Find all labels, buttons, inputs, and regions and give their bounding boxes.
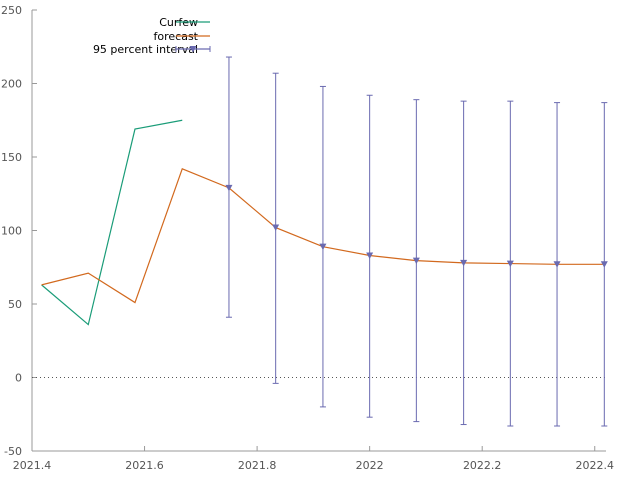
interval-point-marker [553, 261, 561, 268]
y-tick-label: 250 [1, 4, 22, 17]
interval-point-marker [506, 260, 514, 268]
x-tick-label: 2022.4 [575, 459, 614, 472]
y-tick-label: -50 [4, 445, 22, 458]
y-tick-label: 0 [15, 372, 22, 385]
x-tick-label: 2022.2 [463, 459, 502, 472]
interval-point-marker [600, 261, 608, 268]
y-tick-label: 200 [1, 78, 22, 91]
y-tick-label: 50 [8, 298, 22, 311]
x-tick-label: 2021.6 [125, 459, 164, 472]
y-tick-label: 150 [1, 151, 22, 164]
interval-point-marker [460, 259, 468, 267]
interval-point-marker [272, 224, 280, 232]
legend-interval-marker [189, 46, 197, 53]
y-tick-label: 100 [1, 225, 22, 238]
interval-point-marker [225, 184, 233, 192]
interval-point-marker [412, 257, 420, 265]
interval-point-marker [319, 243, 327, 251]
legend-label-interval: 95 percent interval [93, 43, 198, 56]
interval-point-marker [366, 252, 374, 259]
x-tick-label: 2021.4 [13, 459, 52, 472]
curfew-series-line [41, 119, 183, 326]
x-tick-label: 2021.8 [238, 459, 277, 472]
x-tick-label: 2022 [356, 459, 384, 472]
